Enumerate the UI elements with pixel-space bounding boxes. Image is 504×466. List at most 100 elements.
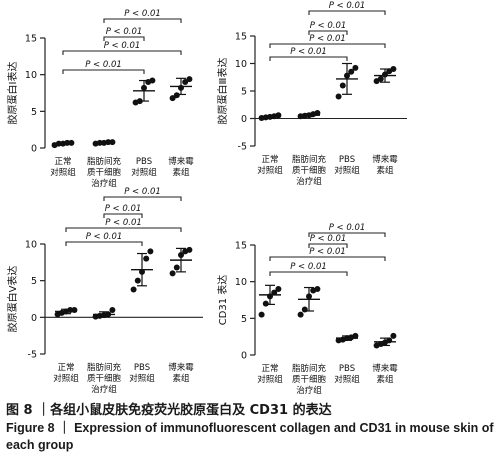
y-tick-label: 5 xyxy=(241,87,247,98)
significance-bracket xyxy=(103,36,145,41)
data-point xyxy=(348,68,355,75)
data-point xyxy=(275,286,282,292)
significance-bracket xyxy=(103,18,182,23)
y-axis-label: 胶原蛋白Ⅲ表达 xyxy=(216,58,229,125)
data-point xyxy=(377,75,384,82)
x-category-label: 治疗组 xyxy=(91,178,117,189)
data-point xyxy=(149,77,156,84)
data-point xyxy=(186,246,193,253)
significance-label: P < 0.01 xyxy=(290,262,327,272)
data-point xyxy=(339,82,346,89)
x-category-label: 正常 xyxy=(54,156,71,167)
data-point xyxy=(68,139,75,146)
data-point xyxy=(352,64,359,71)
y-axis-label: CD31 表达 xyxy=(216,275,229,326)
data-point xyxy=(390,332,397,339)
significance-label: P < 0.01 xyxy=(290,47,327,57)
x-category-label: 博来霉 xyxy=(168,362,194,373)
x-category-label: PBS xyxy=(339,155,355,165)
figure-caption-cn: 图 8 ｜各组小鼠皮肤免疫荧光胶原蛋白及 CD31 的表达 xyxy=(6,403,332,418)
significance-bracket xyxy=(103,213,143,218)
chart-panel-1: 051015胶原蛋白Ⅰ表达正常对照组脂肪间充质干细胞治疗组PBS对照组博来霉素组… xyxy=(6,9,194,189)
x-category-label: 治疗组 xyxy=(296,176,322,187)
x-category-label: 对照组 xyxy=(257,374,283,385)
data-point xyxy=(301,306,308,313)
x-category-label: 博来霉 xyxy=(372,154,398,165)
significance-label: P < 0.01 xyxy=(124,9,161,19)
significance-bracket xyxy=(62,50,182,55)
data-point xyxy=(314,286,321,292)
x-category-label: 脂肪间充 xyxy=(87,156,122,167)
significance-bracket xyxy=(308,232,386,237)
y-tick-label: 15 xyxy=(235,241,247,252)
x-category-label: 对照组 xyxy=(50,167,76,178)
data-point xyxy=(109,139,116,146)
significance-label: P < 0.01 xyxy=(86,232,123,242)
x-category-label: 正常 xyxy=(261,363,278,374)
x-category-label: 治疗组 xyxy=(296,385,322,396)
x-category-label: 脂肪间充 xyxy=(292,154,327,165)
data-point xyxy=(173,264,180,271)
y-tick-label: 5 xyxy=(31,276,37,287)
x-category-label: 质干细胞 xyxy=(292,165,327,176)
x-category-label: 素组 xyxy=(172,167,190,178)
y-tick-label: 10 xyxy=(25,70,37,81)
data-point xyxy=(186,76,193,83)
data-point xyxy=(169,95,176,102)
y-tick-label: 15 xyxy=(25,34,37,45)
x-category-label: PBS xyxy=(339,364,355,374)
x-category-label: PBS xyxy=(136,157,152,167)
x-category-label: 对照组 xyxy=(257,165,283,176)
x-category-label: 素组 xyxy=(172,373,190,384)
x-category-label: 质干细胞 xyxy=(87,373,122,384)
data-point xyxy=(143,255,150,262)
significance-bracket xyxy=(269,271,348,276)
significance-label: P < 0.01 xyxy=(105,204,142,214)
chart-panel-3: -50510胶原蛋白Ⅴ表达正常对照组脂肪间充质干细胞治疗组PBS对照组博来霉素组… xyxy=(6,187,203,395)
y-tick-label: 0 xyxy=(241,351,247,362)
y-tick-label: 10 xyxy=(235,277,247,288)
y-tick-label: 15 xyxy=(235,32,247,43)
figure-caption-en: Figure 8 ｜ Expression of immunofluoresce… xyxy=(6,421,494,452)
data-point xyxy=(109,307,116,313)
significance-label: P < 0.01 xyxy=(309,247,346,257)
significance-bracket xyxy=(308,10,386,15)
y-tick-label: 10 xyxy=(25,240,37,251)
data-point xyxy=(130,286,137,293)
y-tick-label: -5 xyxy=(28,350,37,361)
significance-bracket xyxy=(65,241,143,246)
x-category-label: 质干细胞 xyxy=(292,374,327,385)
significance-label: P < 0.01 xyxy=(105,218,142,228)
significance-label: P < 0.01 xyxy=(329,223,366,233)
y-tick-label: -5 xyxy=(238,142,247,153)
significance-label: P < 0.01 xyxy=(329,1,366,11)
y-tick-label: 5 xyxy=(31,107,37,118)
y-tick-label: 0 xyxy=(31,144,37,155)
significance-label: P < 0.01 xyxy=(106,27,143,37)
y-tick-label: 0 xyxy=(241,114,247,125)
x-category-label: 正常 xyxy=(261,154,278,165)
significance-bracket xyxy=(269,56,348,61)
x-category-label: 治疗组 xyxy=(91,384,117,395)
data-point xyxy=(182,79,189,85)
x-category-label: PBS xyxy=(134,363,150,373)
significance-bracket xyxy=(308,30,348,35)
significance-bracket xyxy=(269,256,386,261)
y-tick-label: 10 xyxy=(235,59,247,70)
data-point xyxy=(147,248,154,255)
x-category-label: 脂肪间充 xyxy=(87,362,122,373)
data-point xyxy=(297,311,304,318)
data-point xyxy=(390,66,397,72)
x-category-label: 对照组 xyxy=(53,373,79,384)
x-category-label: 素组 xyxy=(376,165,394,176)
x-category-label: 博来霉 xyxy=(372,363,398,374)
chart-panel-2: -5051015胶原蛋白Ⅲ表达正常对照组脂肪间充质干细胞治疗组PBS对照组博来霉… xyxy=(216,1,407,187)
data-point xyxy=(262,300,269,307)
significance-label: P < 0.01 xyxy=(310,21,347,31)
x-category-label: 对照组 xyxy=(131,167,157,178)
significance-label: P < 0.01 xyxy=(104,41,141,51)
x-category-label: 素组 xyxy=(376,374,394,385)
data-point xyxy=(134,277,141,284)
data-point xyxy=(173,92,180,99)
